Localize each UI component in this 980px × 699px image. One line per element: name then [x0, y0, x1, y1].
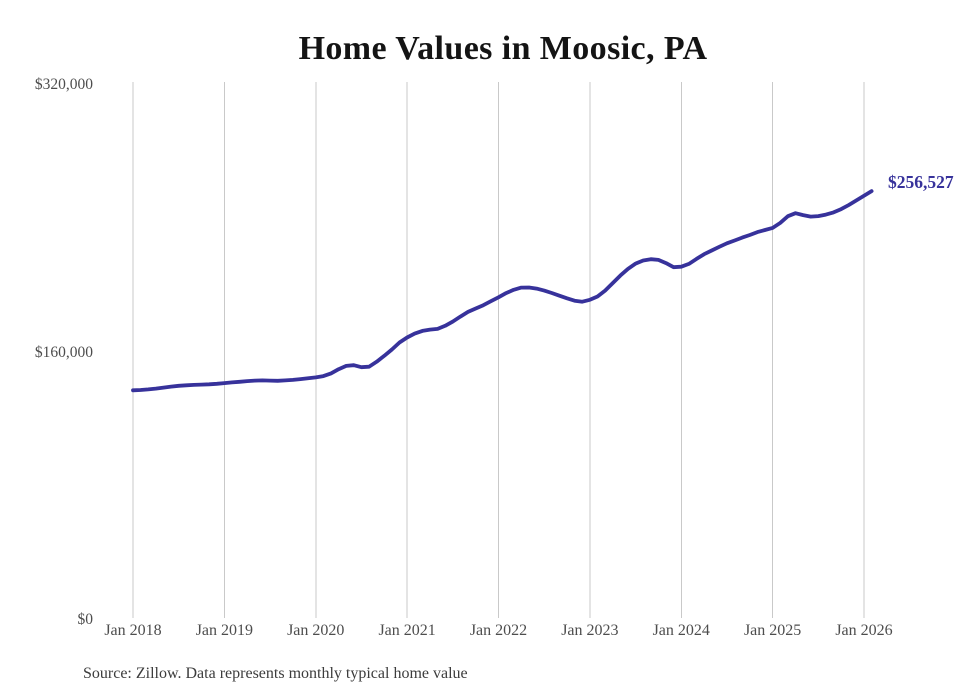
- chart-title: Home Values in Moosic, PA: [298, 30, 708, 67]
- source-note: Source: Zillow. Data represents monthly …: [83, 665, 468, 682]
- x-tick-label: Jan 2018: [104, 622, 162, 639]
- y-tick-label: $0: [77, 611, 94, 628]
- x-tick-label: Jan 2021: [378, 622, 436, 639]
- x-tick-label: Jan 2022: [469, 622, 528, 639]
- x-tick-label: Jan 2023: [561, 622, 619, 639]
- home-value-line: [131, 189, 874, 393]
- x-tick-label: Jan 2026: [835, 622, 893, 639]
- x-tick-label: Jan 2020: [287, 622, 345, 639]
- x-tick-label: Jan 2024: [652, 622, 710, 639]
- vertical-gridlines: [132, 82, 865, 618]
- x-tick-label: Jan 2025: [743, 622, 802, 639]
- x-tick-label: Jan 2019: [195, 622, 254, 639]
- y-tick-label: $160,000: [34, 343, 93, 361]
- latest-value-label: $256,527: [888, 172, 954, 192]
- y-tick-label: $320,000: [34, 76, 93, 93]
